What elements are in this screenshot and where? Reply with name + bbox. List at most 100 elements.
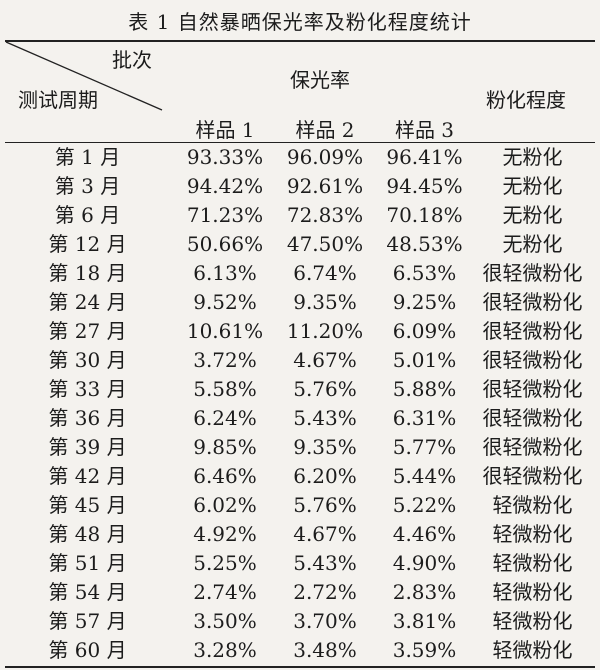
sample-1-cell: 50.66%	[186, 232, 264, 256]
sample-1-cell: 5.58%	[193, 377, 257, 401]
sample-2-cell: 4.67%	[293, 348, 357, 372]
sample-2-cell: 11.20%	[286, 319, 364, 343]
period-cell: 第 39 月	[48, 435, 127, 459]
sample-1-cell: 3.72%	[193, 348, 257, 372]
chalking-level-cell: 轻微粉化	[492, 493, 573, 517]
bottom-rule	[5, 666, 595, 668]
chalking-level-cell: 很轻微粉化	[482, 261, 583, 285]
sample-3-cell: 4.90%	[392, 551, 457, 575]
sample-2-cell: 5.43%	[293, 406, 357, 430]
sample-1-cell: 3.50%	[193, 609, 257, 633]
sample-3-cell: 5.77%	[392, 435, 457, 459]
period-cell: 第 1 月	[54, 145, 121, 169]
sample-3-cell: 6.09%	[392, 319, 457, 343]
sample-1-cell: 6.24%	[193, 406, 257, 430]
sample-3-cell: 3.81%	[392, 609, 457, 633]
period-cell: 第 30 月	[48, 348, 127, 372]
chalking-level-cell: 很轻微粉化	[482, 435, 583, 459]
sample-2-cell: 5.76%	[293, 493, 357, 517]
sample-1-cell: 9.85%	[193, 435, 257, 459]
period-cell: 第 3 月	[54, 174, 121, 198]
sample-3-cell: 5.44%	[392, 464, 457, 488]
sample-2-cell: 5.43%	[293, 551, 357, 575]
period-cell: 第 48 月	[48, 522, 127, 546]
sample-1-cell: 6.02%	[193, 493, 257, 517]
sample-2-header: 样品 2	[295, 118, 355, 142]
period-cell: 第 45 月	[48, 493, 127, 517]
sample-1-cell: 93.33%	[186, 145, 264, 169]
sample-2-cell: 72.83%	[286, 203, 364, 227]
sample-3-cell: 5.88%	[392, 377, 457, 401]
top-rule	[5, 40, 595, 42]
sample-3-cell: 9.25%	[392, 290, 457, 314]
chalking-level-cell: 轻微粉化	[492, 580, 573, 604]
chalking-level-cell: 无粉化	[502, 174, 563, 198]
sample-3-cell: 5.01%	[392, 348, 457, 372]
chalking-level-cell: 很轻微粉化	[482, 406, 583, 430]
sample-2-cell: 6.20%	[293, 464, 357, 488]
period-cell: 第 36 月	[48, 406, 127, 430]
sample-1-cell: 6.46%	[193, 464, 257, 488]
period-cell: 第 24 月	[48, 290, 127, 314]
sample-1-cell: 10.61%	[186, 319, 264, 343]
chalking-level-cell: 很轻微粉化	[482, 464, 583, 488]
sample-3-header: 样品 3	[394, 118, 455, 142]
sample-1-cell: 5.25%	[193, 551, 257, 575]
sample-2-cell: 47.50%	[286, 232, 364, 256]
period-cell: 第 54 月	[48, 580, 127, 604]
sample-3-cell: 6.53%	[392, 261, 457, 285]
sample-2-cell: 92.61%	[286, 174, 364, 198]
sample-3-cell: 96.41%	[386, 145, 463, 169]
period-cell: 第 27 月	[48, 319, 127, 343]
chalking-level-cell: 很轻微粉化	[482, 319, 583, 343]
sample-3-cell: 4.46%	[392, 522, 457, 546]
gloss-retention-header: 保光率	[290, 68, 350, 92]
sample-2-cell: 9.35%	[293, 435, 357, 459]
sample-2-cell: 6.74%	[293, 261, 357, 285]
chalking-level-cell: 轻微粉化	[492, 638, 573, 662]
chalking-level-cell: 很轻微粉化	[482, 348, 583, 372]
period-cell: 第 57 月	[48, 609, 127, 633]
chalking-degree-header: 粉化程度	[486, 88, 566, 112]
chalking-level-cell: 无粉化	[502, 145, 563, 169]
sample-3-cell: 48.53%	[386, 232, 463, 256]
sample-1-cell: 4.92%	[193, 522, 257, 546]
chalking-level-cell: 无粉化	[502, 203, 563, 227]
period-cell: 第 60 月	[48, 638, 127, 662]
sample-3-cell: 94.45%	[386, 174, 463, 198]
period-cell: 第 12 月	[48, 232, 127, 256]
period-cell: 第 33 月	[48, 377, 127, 401]
sample-2-cell: 3.48%	[293, 638, 357, 662]
sample-3-cell: 70.18%	[386, 203, 463, 227]
chalking-level-cell: 轻微粉化	[492, 609, 573, 633]
sample-2-cell: 9.35%	[293, 290, 357, 314]
chalking-level-cell: 无粉化	[502, 232, 563, 256]
sample-2-cell: 96.09%	[286, 145, 364, 169]
sample-1-cell: 9.52%	[193, 290, 257, 314]
sample-3-cell: 3.59%	[392, 638, 457, 662]
period-cell: 第 6 月	[54, 203, 121, 227]
sample-1-header: 样品 1	[195, 118, 255, 142]
table-caption: 表 1 自然暴晒保光率及粉化程度统计	[128, 10, 472, 34]
sample-2-cell: 5.76%	[293, 377, 357, 401]
sample-2-cell: 4.67%	[293, 522, 357, 546]
sample-1-cell: 2.74%	[193, 580, 257, 604]
period-cell: 第 18 月	[48, 261, 127, 285]
sample-3-cell: 2.83%	[392, 580, 457, 604]
period-cell: 第 51 月	[48, 551, 127, 575]
corner-diagonal-line	[5, 41, 163, 111]
corner-label-batch: 批次	[112, 48, 152, 72]
sample-2-cell: 3.70%	[293, 609, 357, 633]
chalking-level-cell: 轻微粉化	[492, 522, 573, 546]
sample-3-cell: 5.22%	[392, 493, 457, 517]
sample-2-cell: 2.72%	[293, 580, 357, 604]
corner-label-test-period: 测试周期	[18, 88, 98, 112]
sample-1-cell: 71.23%	[186, 203, 264, 227]
chalking-level-cell: 很轻微粉化	[482, 290, 583, 314]
header-bottom-rule	[5, 142, 595, 143]
period-cell: 第 42 月	[48, 464, 127, 488]
sample-1-cell: 3.28%	[193, 638, 257, 662]
chalking-level-cell: 轻微粉化	[492, 551, 573, 575]
sample-3-cell: 6.31%	[392, 406, 457, 430]
